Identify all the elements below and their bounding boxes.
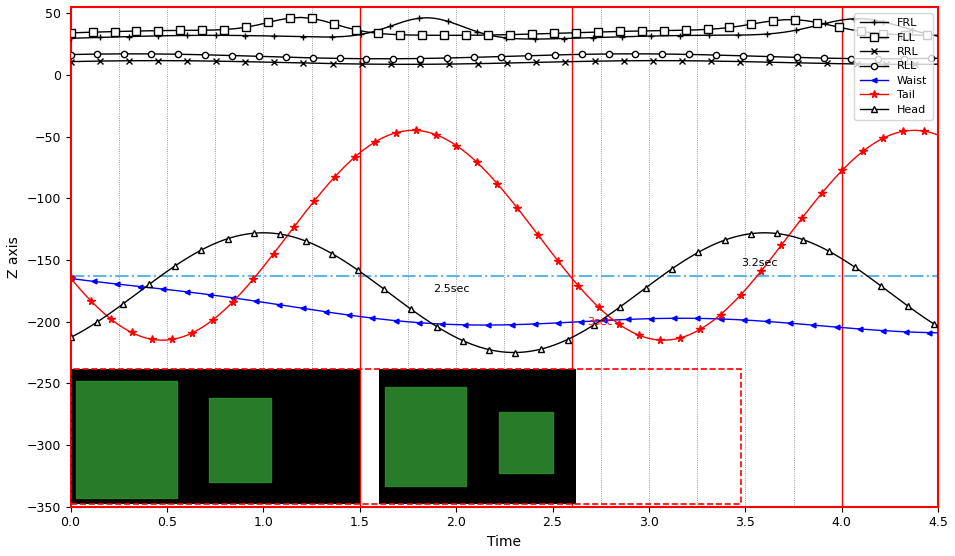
Tail: [857, 148, 868, 155]
Y-axis label: Z axis: Z axis: [7, 236, 21, 278]
Tail: [65, 275, 76, 281]
Waist: [796, 321, 808, 327]
Waist: [582, 318, 593, 325]
Waist: [579, 318, 590, 325]
FLL: [471, 32, 482, 38]
RLL: [932, 55, 944, 62]
Head: [932, 324, 944, 330]
Head: [117, 301, 129, 307]
FRL: [857, 16, 868, 22]
Head: [99, 313, 111, 320]
RLL: [644, 51, 655, 57]
FLL: [647, 27, 658, 34]
RRL: [787, 59, 798, 66]
RLL: [522, 52, 534, 59]
Tail: [584, 295, 596, 302]
Head: [867, 276, 879, 283]
RRL: [670, 57, 682, 64]
Waist: [596, 317, 607, 324]
FLL: [614, 28, 626, 35]
RRL: [554, 58, 565, 65]
Head: [296, 236, 308, 243]
RRL: [519, 59, 530, 66]
RRL: [653, 57, 665, 64]
FRL: [68, 35, 79, 42]
Line: RLL: RLL: [68, 51, 942, 62]
Head: [226, 234, 238, 241]
FLL: [438, 32, 450, 39]
Bar: [71, 369, 741, 504]
FLL: [932, 32, 944, 38]
Text: 3sec: 3sec: [587, 317, 613, 327]
FRL: [587, 34, 599, 41]
Head: [898, 299, 909, 306]
Tail: [599, 309, 610, 316]
Waist: [932, 330, 944, 336]
FRL: [526, 36, 538, 42]
FLL: [65, 29, 76, 36]
RLL: [751, 53, 762, 59]
Waist: [65, 275, 76, 282]
Tail: [582, 292, 593, 299]
X-axis label: Time: Time: [487, 535, 521, 549]
Tail: [407, 127, 418, 133]
FLL: [856, 28, 867, 34]
FRL: [584, 34, 596, 41]
Bar: [499, 412, 553, 474]
Line: Waist: Waist: [68, 276, 941, 335]
Bar: [379, 369, 576, 504]
Head: [758, 230, 770, 236]
Bar: [71, 369, 360, 504]
Line: Tail: Tail: [67, 127, 942, 344]
RRL: [350, 61, 362, 67]
Tail: [657, 337, 668, 344]
FRL: [422, 14, 434, 21]
FLL: [603, 28, 614, 35]
RLL: [65, 51, 76, 58]
Text: 3.2sec: 3.2sec: [741, 258, 778, 268]
Bar: [209, 398, 271, 482]
RLL: [125, 51, 137, 57]
FRL: [932, 33, 944, 39]
FLL: [295, 14, 307, 21]
Line: RRL: RRL: [68, 57, 942, 67]
Tail: [802, 207, 814, 214]
Head: [65, 334, 76, 341]
RRL: [65, 58, 76, 65]
RLL: [879, 56, 890, 62]
Text: 2.5sec: 2.5sec: [433, 284, 470, 294]
FLL: [680, 27, 691, 33]
Head: [510, 349, 521, 356]
RLL: [441, 54, 453, 61]
Legend: FRL, FLL, RRL, RLL, Waist, Tail, Head: FRL, FLL, RRL, RLL, Waist, Tail, Head: [855, 12, 933, 120]
Waist: [68, 276, 79, 282]
RRL: [409, 61, 420, 68]
FRL: [65, 35, 76, 42]
Line: FRL: FRL: [68, 14, 942, 42]
Line: FLL: FLL: [67, 14, 942, 39]
RLL: [711, 52, 722, 58]
RRL: [932, 61, 944, 67]
FRL: [602, 34, 613, 41]
Bar: [385, 387, 466, 486]
Line: Head: Head: [68, 230, 942, 356]
Tail: [932, 132, 944, 138]
FRL: [802, 24, 814, 31]
Waist: [851, 325, 862, 332]
RLL: [307, 54, 318, 61]
Tail: [68, 278, 79, 285]
Bar: [76, 381, 177, 498]
RRL: [903, 61, 915, 68]
